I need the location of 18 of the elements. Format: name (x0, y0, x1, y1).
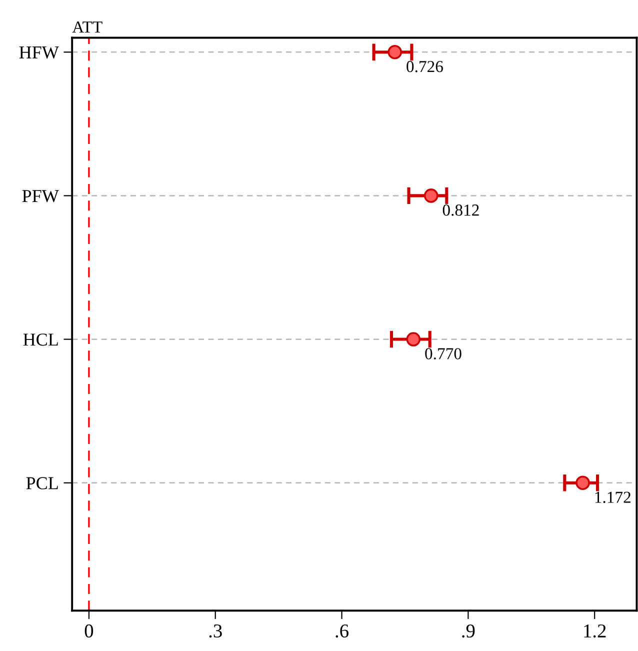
point (406, 332, 421, 346)
x-tick-label: 1.2 (584, 624, 606, 638)
point (388, 44, 402, 60)
y-tick-label: HCL (23, 334, 58, 346)
data-label: 0.812 (442, 204, 479, 216)
x-tick-label: 0 (84, 624, 94, 638)
y-axis-title: ATT (72, 21, 102, 32)
x-tick-label: .6 (336, 624, 348, 638)
data-label: 1.172 (595, 492, 630, 503)
point (424, 188, 438, 203)
x-tick-label: .3 (209, 624, 222, 638)
x-tick-label: .9 (462, 624, 475, 638)
point (576, 476, 590, 490)
data-label: 0.770 (425, 348, 462, 360)
data-label: 0.726 (406, 60, 443, 72)
y-tick-label: PFW (22, 190, 59, 202)
y-tick-label: HFW (19, 46, 59, 59)
y-tick-label: PCL (26, 477, 58, 490)
